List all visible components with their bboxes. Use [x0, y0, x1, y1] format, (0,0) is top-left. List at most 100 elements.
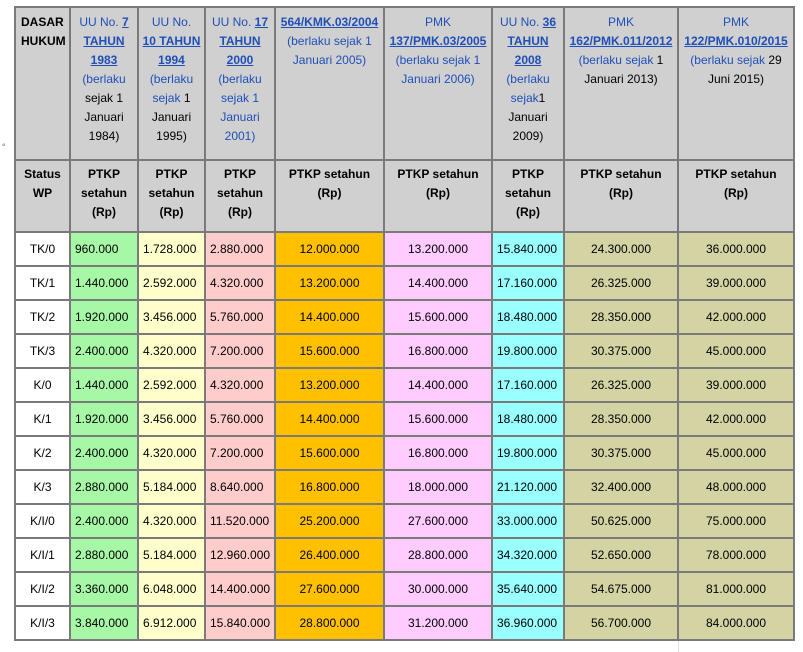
link-pmk-137-2005[interactable]: 137/PMK.03/2005: [389, 34, 487, 48]
ptkp-value-cell: 54.675.000: [564, 572, 678, 606]
ptkp-value-cell: 45.000.000: [678, 334, 794, 368]
ptkp-value-cell: 7.200.000: [205, 334, 275, 368]
status-cell: K/I/2: [15, 572, 70, 606]
ptkp-value-cell: 36.960.000: [492, 606, 564, 640]
ptkp-value-cell: 84.000.000: [678, 606, 794, 640]
ptkp-value-cell: 19.800.000: [492, 436, 564, 470]
ptkp-value-cell: 50.625.000: [564, 504, 678, 538]
status-cell: K/I/1: [15, 538, 70, 572]
link-uu-36-2008[interactable]: 36: [542, 15, 557, 29]
ptkp-value-cell: 7.200.000: [205, 436, 275, 470]
ptkp-value-cell: 14.400.000: [275, 402, 384, 436]
ptkp-value-cell: 3.840.000: [70, 606, 138, 640]
ptkp-value-cell: 18.000.000: [384, 470, 492, 504]
header-row-ptkp: Status WP PTKP setahun (Rp) PTKP setahun (Rp)…: [15, 160, 794, 232]
ptkp-header: PTKP setahun (Rp): [138, 160, 205, 232]
ptkp-value-cell: 15.840.000: [492, 232, 564, 266]
ptkp-value-cell: 36.000.000: [678, 232, 794, 266]
link-pmk-162-2012[interactable]: 162/PMK.011/2012: [569, 34, 673, 48]
list-bullet: ◦: [2, 140, 6, 151]
ptkp-value-cell: 1.728.000: [138, 232, 205, 266]
ptkp-value-cell: 2.880.000: [70, 538, 138, 572]
link-uu-7-1983-tahun[interactable]: TAHUN: [83, 34, 125, 48]
ptkp-value-cell: 14.400.000: [205, 572, 275, 606]
ptkp-header: PTKP setahun (Rp): [70, 160, 138, 232]
ptkp-value-cell: 5.760.000: [205, 300, 275, 334]
legal-basis-header: DASAR HUKUM: [15, 7, 70, 160]
table-body: TK/0 960.000 1.728.000 2.880.000 12.000.000 1…: [15, 232, 794, 640]
ptkp-value-cell: 28.800.000: [384, 538, 492, 572]
ptkp-value-cell: 15.840.000: [205, 606, 275, 640]
ptkp-value-cell: 25.200.000: [275, 504, 384, 538]
link-uu-7-1983[interactable]: 7: [122, 15, 129, 29]
table-row: K/0 1.440.000 2.592.000 4.320.000 13.200.000…: [15, 368, 794, 402]
link-uu-36-2008-tahun[interactable]: TAHUN: [507, 34, 549, 48]
link-uu-36-2008-year[interactable]: 2008: [514, 53, 542, 67]
ptkp-value-cell: 15.600.000: [275, 436, 384, 470]
link-uu-10-1994[interactable]: 10 TAHUN: [142, 34, 201, 48]
ptkp-value-cell: 39.000.000: [678, 368, 794, 402]
link-uu-10-1994-year[interactable]: 1994: [158, 53, 185, 67]
ptkp-value-cell: 81.000.000: [678, 572, 794, 606]
ptkp-value-cell: 1.920.000: [70, 402, 138, 436]
ptkp-value-cell: 2.880.000: [205, 232, 275, 266]
ptkp-value-cell: 27.600.000: [384, 504, 492, 538]
header-uu-7-1983: UU No. 7 TAHUN 1983 (berlaku sejak 1 Jan…: [70, 7, 138, 160]
ptkp-value-cell: 2.400.000: [70, 334, 138, 368]
ptkp-value-cell: 3.456.000: [138, 300, 205, 334]
ptkp-value-cell: 12.960.000: [205, 538, 275, 572]
ptkp-value-cell: 14.400.000: [275, 300, 384, 334]
header-uu-36-2008: UU No. 36 TAHUN 2008 (berlaku sejak1 Jan…: [492, 7, 564, 160]
ptkp-value-cell: 1.920.000: [70, 300, 138, 334]
status-cell: K/3: [15, 470, 70, 504]
table-row: K/I/3 3.840.000 6.912.000 15.840.000 28.800.…: [15, 606, 794, 640]
ptkp-value-cell: 30.375.000: [564, 334, 678, 368]
ptkp-value-cell: 48.000.000: [678, 470, 794, 504]
status-cell: TK/1: [15, 266, 70, 300]
ptkp-value-cell: 52.650.000: [564, 538, 678, 572]
ptkp-header: PTKP setahun (Rp): [275, 160, 384, 232]
link-uu-17-2000-tahun[interactable]: TAHUN: [219, 34, 261, 48]
header-pmk-122-2015: PMK 122/PMK.010/2015 (berlaku sejak 29 J…: [678, 7, 794, 160]
ptkp-header: PTKP setahun (Rp): [678, 160, 794, 232]
ptkp-value-cell: 1.440.000: [70, 368, 138, 402]
ptkp-value-cell: 2.592.000: [138, 368, 205, 402]
status-cell: K/1: [15, 402, 70, 436]
status-cell: K/0: [15, 368, 70, 402]
ptkp-value-cell: 12.000.000: [275, 232, 384, 266]
header-uu-10-1994: UU No. 10 TAHUN 1994 (berlaku sejak 1 Ja…: [138, 7, 205, 160]
ptkp-value-cell: 30.000.000: [384, 572, 492, 606]
ptkp-value-cell: 78.000.000: [678, 538, 794, 572]
link-uu-17-2000[interactable]: 17: [254, 15, 269, 29]
table-row: K/1 1.920.000 3.456.000 5.760.000 14.400.000…: [15, 402, 794, 436]
ptkp-value-cell: 30.375.000: [564, 436, 678, 470]
ptkp-value-cell: 5.184.000: [138, 470, 205, 504]
ptkp-value-cell: 19.800.000: [492, 334, 564, 368]
table-row: K/3 2.880.000 5.184.000 8.640.000 16.800.000…: [15, 470, 794, 504]
ptkp-value-cell: 17.160.000: [492, 266, 564, 300]
ptkp-value-cell: 13.200.000: [275, 368, 384, 402]
ptkp-header: PTKP setahun (Rp): [384, 160, 492, 232]
ptkp-value-cell: 3.360.000: [70, 572, 138, 606]
ptkp-value-cell: 14.400.000: [384, 266, 492, 300]
link-uu-17-2000-year[interactable]: 2000: [226, 53, 254, 67]
ptkp-value-cell: 21.120.000: [492, 470, 564, 504]
ptkp-value-cell: 4.320.000: [138, 334, 205, 368]
header-kmk-564-2004: 564/KMK.03/2004 (berlaku sejak 1 Januari…: [275, 7, 384, 160]
header-pmk-137-2005: PMK 137/PMK.03/2005 (berlaku sejak 1 Jan…: [384, 7, 492, 160]
ptkp-value-cell: 13.200.000: [275, 266, 384, 300]
link-kmk-564-2004[interactable]: 564/KMK.03/2004: [280, 15, 379, 29]
status-cell: K/I/0: [15, 504, 70, 538]
ptkp-value-cell: 6.912.000: [138, 606, 205, 640]
ptkp-value-cell: 28.800.000: [275, 606, 384, 640]
table-row: TK/2 1.920.000 3.456.000 5.760.000 14.400.00…: [15, 300, 794, 334]
ptkp-value-cell: 4.320.000: [205, 368, 275, 402]
link-pmk-122-2015[interactable]: 122/PMK.010/2015: [684, 34, 788, 48]
ptkp-value-cell: 16.800.000: [275, 470, 384, 504]
ptkp-value-cell: 35.640.000: [492, 572, 564, 606]
table-row: K/I/2 3.360.000 6.048.000 14.400.000 27.600.…: [15, 572, 794, 606]
ptkp-value-cell: 32.400.000: [564, 470, 678, 504]
ptkp-value-cell: 26.325.000: [564, 266, 678, 300]
link-uu-7-1983-year[interactable]: 1983: [90, 53, 118, 67]
ptkp-value-cell: 26.325.000: [564, 368, 678, 402]
